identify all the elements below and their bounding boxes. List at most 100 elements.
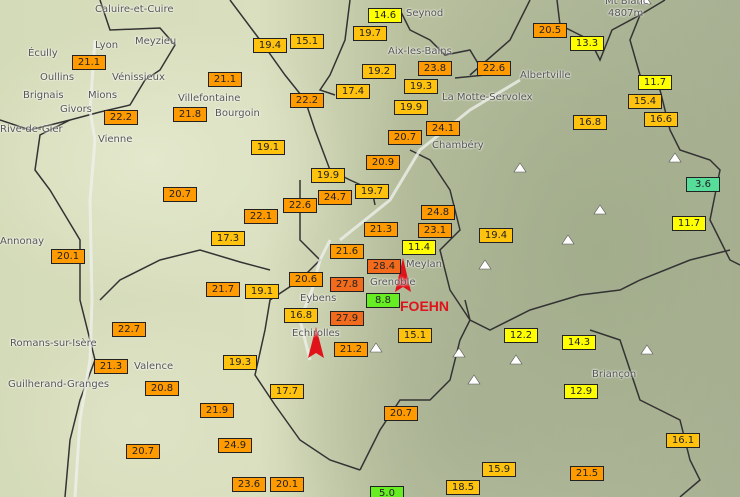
- temperature-label[interactable]: 21.1: [72, 55, 106, 70]
- temperature-label[interactable]: 20.1: [51, 249, 85, 264]
- temperature-label[interactable]: 20.7: [126, 444, 160, 459]
- river: [298, 239, 332, 361]
- temperature-label[interactable]: 27.8: [330, 277, 364, 292]
- temperature-label[interactable]: 21.2: [334, 342, 368, 357]
- temperature-label[interactable]: 20.9: [366, 155, 400, 170]
- temperature-label[interactable]: 21.1: [208, 72, 242, 87]
- temperature-label[interactable]: 22.6: [477, 61, 511, 76]
- temperature-label[interactable]: 23.8: [418, 61, 452, 76]
- department-border: [409, 149, 731, 331]
- temperature-label[interactable]: 24.9: [218, 438, 252, 453]
- place-label: Meyzieu: [135, 36, 177, 47]
- place-label: Mions: [88, 90, 118, 101]
- temperature-label[interactable]: 19.9: [394, 100, 428, 115]
- place-label: Lyon: [95, 40, 119, 51]
- temperature-label[interactable]: 19.4: [253, 38, 287, 53]
- temperature-label[interactable]: 17.7: [270, 384, 304, 399]
- temperature-label[interactable]: 22.6: [283, 198, 317, 213]
- place-label: Brignais: [23, 90, 64, 101]
- mountain-peak-icon: [467, 374, 481, 385]
- temperature-label[interactable]: 22.1: [244, 209, 278, 224]
- place-label: Vénissieux: [112, 72, 165, 83]
- temperature-label[interactable]: 27.9: [330, 311, 364, 326]
- temperature-label[interactable]: 20.5: [533, 23, 567, 38]
- place-label: Caluire-et-Cuire: [95, 4, 174, 15]
- mountain-peak-icon: [668, 152, 682, 163]
- place-label: Echirolles: [292, 328, 340, 339]
- temperature-label[interactable]: 19.1: [251, 140, 285, 155]
- temperature-label[interactable]: 20.8: [145, 381, 179, 396]
- temperature-label[interactable]: 22.7: [112, 322, 146, 337]
- temperature-label[interactable]: 22.2: [104, 110, 138, 125]
- temperature-label[interactable]: 19.3: [223, 355, 257, 370]
- temperature-label[interactable]: 18.5: [446, 480, 480, 495]
- place-label: Aix-les-Bains: [388, 46, 452, 57]
- temperature-label[interactable]: 16.8: [284, 308, 318, 323]
- temperature-label[interactable]: 15.1: [398, 328, 432, 343]
- place-label: Rive-de-Gier: [0, 124, 63, 135]
- place-label: La Motte-Servolex: [442, 92, 533, 103]
- temperature-label[interactable]: 23.1: [418, 223, 452, 238]
- temperature-label[interactable]: 13.3: [570, 36, 604, 51]
- mountain-peak-icon: [638, 0, 652, 5]
- temperature-label[interactable]: 19.3: [404, 79, 438, 94]
- temperature-label[interactable]: 16.6: [644, 112, 678, 127]
- temperature-label[interactable]: 21.6: [330, 244, 364, 259]
- temperature-label[interactable]: 11.4: [402, 240, 436, 255]
- temperature-label[interactable]: 28.4: [367, 259, 401, 274]
- temperature-label[interactable]: 19.7: [355, 184, 389, 199]
- foehn-wind-arrow-icon: [308, 327, 324, 358]
- temperature-label[interactable]: 11.7: [672, 216, 706, 231]
- temperature-label[interactable]: 23.6: [232, 477, 266, 492]
- place-label: Grenoble: [370, 277, 416, 288]
- temperature-label[interactable]: 20.7: [384, 406, 418, 421]
- temperature-label[interactable]: 19.2: [362, 64, 396, 79]
- temperature-label[interactable]: 21.8: [173, 107, 207, 122]
- temperature-label[interactable]: 14.6: [368, 8, 402, 23]
- place-label: Bourgoin: [215, 108, 260, 119]
- foehn-annotation: FOEHN: [400, 298, 449, 314]
- place-label: Guilherand-Granges: [8, 379, 110, 390]
- place-label: Albertville: [520, 70, 571, 81]
- temperature-label[interactable]: 16.1: [666, 433, 700, 448]
- temperature-label[interactable]: 19.9: [311, 168, 345, 183]
- temperature-label[interactable]: 15.1: [290, 34, 324, 49]
- temperature-label[interactable]: 24.8: [421, 205, 455, 220]
- place-label: Oullins: [40, 72, 75, 83]
- foehn-wind-arrow-icon: [395, 258, 411, 292]
- temperature-label[interactable]: 15.9: [482, 462, 516, 477]
- temperature-label[interactable]: 3.6: [686, 177, 720, 192]
- temperature-label[interactable]: 20.1: [270, 477, 304, 492]
- temperature-label[interactable]: 21.9: [200, 403, 234, 418]
- temperature-label[interactable]: 20.7: [388, 130, 422, 145]
- temperature-label[interactable]: 20.7: [163, 187, 197, 202]
- place-label: 4807m: [608, 8, 644, 19]
- temperature-label[interactable]: 12.2: [504, 328, 538, 343]
- temperature-label[interactable]: 21.5: [570, 466, 604, 481]
- department-border: [359, 299, 471, 471]
- temperature-label[interactable]: 24.7: [318, 190, 352, 205]
- temperature-label[interactable]: 19.4: [479, 228, 513, 243]
- temperature-label[interactable]: 17.3: [211, 231, 245, 246]
- temperature-label[interactable]: 21.3: [94, 359, 128, 374]
- temperature-label[interactable]: 15.4: [628, 94, 662, 109]
- department-border: [0, 0, 176, 131]
- temperature-label[interactable]: 21.7: [206, 282, 240, 297]
- temperature-label[interactable]: 19.7: [353, 26, 387, 41]
- temperature-label[interactable]: 14.3: [562, 335, 596, 350]
- place-label: Eybens: [300, 293, 337, 304]
- temperature-label[interactable]: 17.4: [336, 84, 370, 99]
- temperature-label[interactable]: 11.7: [638, 75, 672, 90]
- temperature-label[interactable]: 20.6: [289, 272, 323, 287]
- temperature-label[interactable]: 21.3: [364, 222, 398, 237]
- place-label: Écully: [28, 48, 58, 59]
- temperature-label[interactable]: 12.9: [564, 384, 598, 399]
- temperature-label[interactable]: 24.1: [426, 121, 460, 136]
- temperature-label[interactable]: 19.1: [245, 284, 279, 299]
- temperature-label[interactable]: 8.8: [366, 293, 400, 308]
- temperature-label[interactable]: 22.2: [290, 93, 324, 108]
- temperature-label[interactable]: 5.0: [370, 486, 404, 497]
- temperature-label[interactable]: 16.8: [573, 115, 607, 130]
